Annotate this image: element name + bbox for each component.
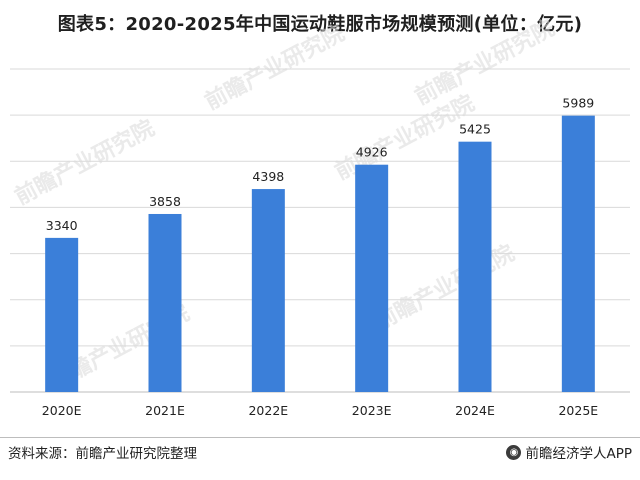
x-tick-label: 2023E <box>352 403 392 418</box>
value-label: 5989 <box>562 96 594 111</box>
x-tick-label: 2025E <box>558 403 598 418</box>
value-label: 5425 <box>459 122 491 137</box>
chart-title: 图表5：2020-2025年中国运动鞋服市场规模预测(单位：亿元) <box>57 14 583 35</box>
x-tick-label: 2021E <box>145 403 185 418</box>
value-labels-group: 3340 3858 4398 4926 5425 5989 <box>46 96 595 233</box>
watermark-text: 前瞻产业研究院 <box>201 20 349 115</box>
bars-group <box>45 115 595 393</box>
brand-label: 前瞻经济学人APP <box>525 446 632 462</box>
watermark-text: 前瞻产业研究院 <box>371 240 519 335</box>
value-label: 3858 <box>149 194 181 209</box>
x-tick-label: 2024E <box>455 403 495 418</box>
brand-credit: ◉ 前瞻经济学人APP <box>506 442 632 462</box>
x-tick-labels-group: 2020E 2021E 2022E 2023E 2024E 2025E <box>42 403 598 418</box>
source-note: 资料来源：前瞻产业研究院整理 <box>8 446 197 462</box>
bar-2022E <box>251 189 285 392</box>
bar-2023E <box>355 164 389 392</box>
x-tick-label: 2022E <box>248 403 288 418</box>
brand-logo-icon: ◉ <box>506 444 522 460</box>
value-label: 3340 <box>46 218 78 233</box>
bar-2021E <box>148 213 182 392</box>
watermark-text: 前瞻产业研究院 <box>331 90 479 185</box>
watermark-text: 前瞻产业研究院 <box>11 115 159 210</box>
x-tick-label: 2020E <box>42 403 82 418</box>
gridlines <box>10 68 630 393</box>
bar-2024E <box>458 141 492 392</box>
value-label: 4398 <box>252 169 284 184</box>
bar-2020E <box>45 237 79 392</box>
value-label: 4926 <box>356 145 388 160</box>
footer-divider <box>0 437 640 438</box>
watermark-text: 前瞻产业研究院 <box>411 15 559 110</box>
bar-2025E <box>561 115 595 393</box>
